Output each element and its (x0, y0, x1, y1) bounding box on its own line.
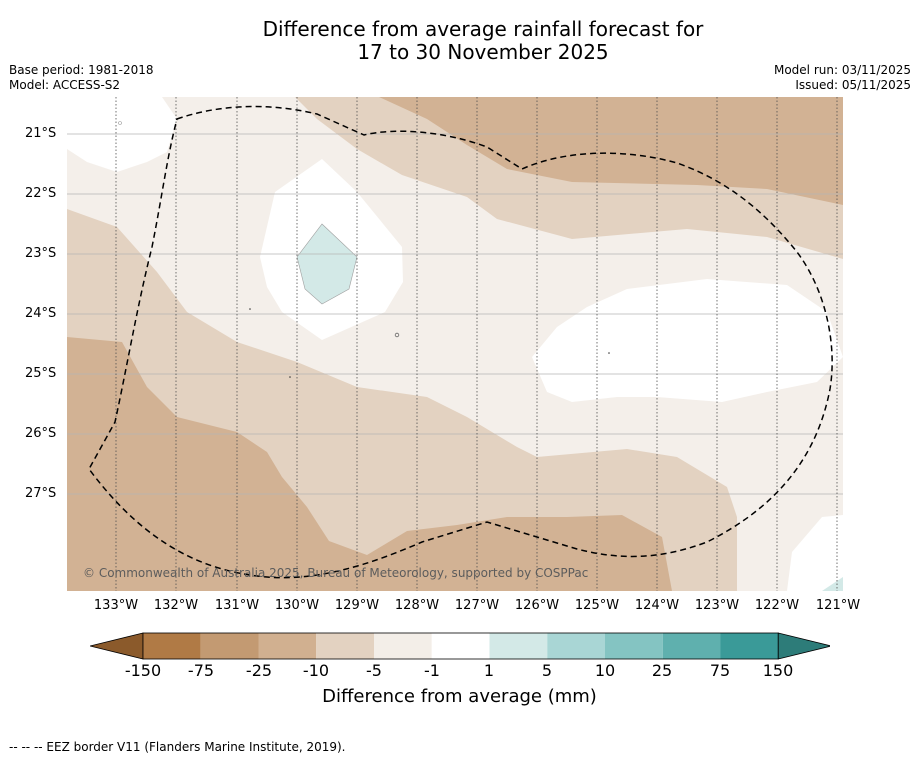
colorbar-extend-high (777, 632, 830, 660)
map-speck (289, 376, 291, 378)
title-line-2: 17 to 30 November 2025 (357, 40, 609, 64)
colorbar-tick: 10 (594, 661, 616, 680)
colorbar-cell (200, 633, 259, 659)
colorbar-tick: -1 (424, 661, 440, 680)
colorbar-tick: 5 (541, 661, 553, 680)
lon-label-121w: 121°W (815, 598, 861, 613)
map-region-top-right-brown (379, 97, 843, 205)
lon-label-122w: 122°W (754, 598, 800, 613)
meta-right: Model run: 03/11/2025 Issued: 05/11/2025 (774, 63, 911, 92)
map-region-top-left-white (67, 97, 177, 172)
lon-label-123w: 123°W (694, 598, 740, 613)
map-speck (118, 121, 122, 125)
lon-label-130w: 130°W (274, 598, 320, 613)
lat-label-23s: 23°S (25, 246, 57, 261)
colorbar-tick: -25 (245, 661, 273, 680)
colorbar-tick: -75 (187, 661, 215, 680)
colorbar (90, 632, 830, 660)
model-name: Model: ACCESS-S2 (9, 77, 121, 92)
eez-footnote: -- -- -- EEZ border V11 (Flanders Marine… (9, 740, 346, 754)
lon-label-127w: 127°W (454, 598, 500, 613)
copyright-notice: © Commonwealth of Australia 2025, Bureau… (83, 566, 589, 580)
lat-label-25s: 25°S (25, 366, 57, 381)
map-speck (394, 332, 400, 338)
base-period: Base period: 1981-2018 (9, 63, 154, 77)
colorbar-cell (605, 633, 663, 659)
colorbar-cells (90, 632, 830, 660)
rainfall-anomaly-map (67, 97, 843, 591)
colorbar-tick: -10 (302, 661, 330, 680)
meta-left: Base period: 1981-2018 Model: ACCESS-S2 (9, 63, 154, 92)
title-line-1: Difference from average rainfall forecas… (262, 17, 704, 41)
colorbar-tick: 150 (762, 661, 794, 680)
lon-label-124w: 124°W (634, 598, 680, 613)
colorbar-tick: 75 (709, 661, 731, 680)
lon-label-126w: 126°W (514, 598, 560, 613)
map-region-bottom-right-white (787, 515, 843, 591)
colorbar-cell (720, 633, 779, 659)
colorbar-tick: 1 (483, 661, 495, 680)
lat-label-22s: 22°S (25, 186, 57, 201)
colorbar-tick: -150 (124, 661, 162, 680)
colorbar-cell (489, 633, 548, 659)
colorbar-extend-low (90, 632, 144, 660)
map-region-east-white (532, 279, 843, 402)
lon-label-125w: 125°W (574, 598, 620, 613)
colorbar-cell (547, 633, 605, 659)
colorbar-label: Difference from average (mm) (322, 686, 597, 707)
colorbar-cell (316, 633, 374, 659)
lat-label-26s: 26°S (25, 426, 57, 441)
lon-label-128w: 128°W (394, 598, 440, 613)
colorbar-tick: -5 (366, 661, 382, 680)
lon-label-132w: 132°W (153, 598, 199, 613)
model-run: Model run: 03/11/2025 (773, 63, 911, 77)
colorbar-cell (374, 633, 432, 659)
colorbar-cell (431, 633, 490, 659)
map-speck (249, 308, 251, 310)
latitude-gridlines (67, 133, 843, 495)
colorbar-tick: 25 (651, 661, 673, 680)
colorbar-cell (143, 633, 201, 659)
lat-label-21s: 21°S (25, 126, 57, 141)
lon-label-133w: 133°W (93, 598, 139, 613)
colorbar-cell (258, 633, 317, 659)
lon-label-129w: 129°W (334, 598, 380, 613)
map-region-positive-small (296, 223, 358, 305)
map-region-positive-corner (822, 577, 843, 591)
lat-label-27s: 27°S (25, 486, 57, 501)
map-title: Difference from average rainfall forecas… (0, 18, 919, 64)
map-region-bottom-brown (67, 337, 672, 591)
colorbar-cell (662, 633, 721, 659)
lat-label-24s: 24°S (25, 306, 57, 321)
map-speck (608, 352, 610, 354)
issued-date: Issued: 05/11/2025 (795, 77, 911, 92)
lon-label-131w: 131°W (214, 598, 260, 613)
